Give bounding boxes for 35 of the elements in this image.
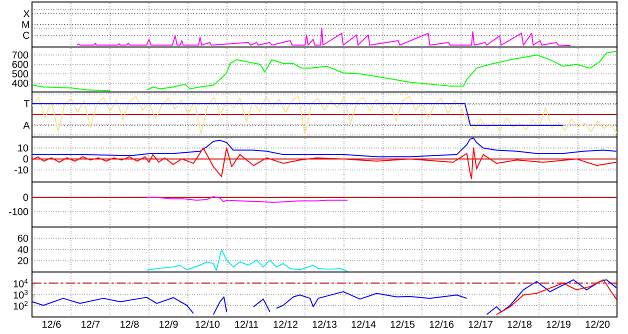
x-tick-label: 12/14 — [352, 320, 376, 328]
y-tick-label: 40 — [18, 246, 28, 254]
x-tick-label: 12/16 — [430, 320, 454, 328]
x-tick-label: 12/8 — [120, 320, 139, 328]
y-tick-label: 10 — [18, 144, 28, 152]
y-tick-label: -10 — [14, 166, 28, 174]
text: A — [23, 122, 30, 129]
y-tick-label: -100 — [8, 208, 28, 216]
x-tick-label: 12/13 — [312, 320, 337, 328]
x-tick-label: 12/19 — [546, 320, 571, 328]
text: C — [23, 32, 30, 39]
x-tick-label: 12/12 — [274, 320, 298, 328]
y-tick-label: 10$^{2}$ — [14, 301, 28, 310]
y-tick-label: 700 — [12, 51, 28, 59]
text: X — [23, 10, 30, 18]
x-tick-label: 12/15 — [390, 320, 415, 328]
x-tick-label: 12/11 — [235, 320, 258, 328]
x-tick-label: 12/20 — [586, 320, 610, 328]
y-tick-label: 0 — [23, 155, 28, 162]
y-tick-label: 10$^{4}$ — [14, 278, 28, 288]
x-tick-label: 12/7 — [82, 320, 100, 328]
text: M — [22, 21, 29, 28]
y-tick-label: 500 — [12, 70, 28, 78]
y-tick-label: 600 — [12, 60, 28, 68]
x-tick-label: 12/17 — [468, 320, 492, 328]
y-tick-label: 10$^{3}$ — [14, 290, 28, 299]
x-tick-label: 12/6 — [42, 320, 61, 328]
y-tick-label: 400 — [12, 80, 28, 87]
y-tick-label: 60 — [18, 234, 28, 242]
y-tick-label: 0 — [23, 194, 28, 201]
x-tick-label: 12/10 — [196, 320, 220, 328]
x-tick-label: 12/18 — [508, 320, 532, 328]
y-tick-label: 20 — [18, 257, 28, 264]
x-tick-label: 12/9 — [160, 320, 178, 328]
text: T — [24, 100, 30, 108]
